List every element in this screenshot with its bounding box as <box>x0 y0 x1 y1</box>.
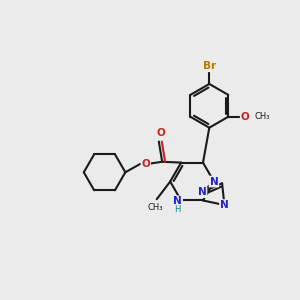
Text: H: H <box>175 205 181 214</box>
Text: N: N <box>220 200 229 210</box>
Text: Br: Br <box>203 61 216 71</box>
Text: CH₃: CH₃ <box>147 203 163 212</box>
Text: O: O <box>241 112 250 122</box>
Text: N: N <box>173 196 182 206</box>
Text: CH₃: CH₃ <box>255 112 270 121</box>
Text: N: N <box>210 176 218 187</box>
Text: O: O <box>156 128 165 138</box>
Text: N: N <box>198 187 206 197</box>
Text: O: O <box>141 159 150 169</box>
